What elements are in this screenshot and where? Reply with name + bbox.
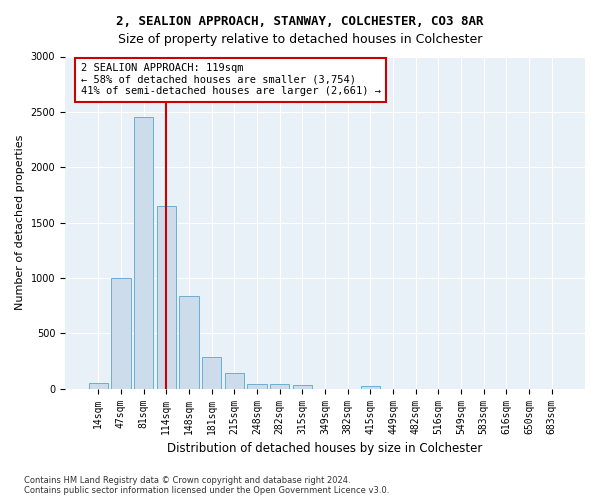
X-axis label: Distribution of detached houses by size in Colchester: Distribution of detached houses by size … [167, 442, 483, 455]
Bar [202, 356, 221, 388]
Y-axis label: Number of detached properties: Number of detached properties [15, 135, 25, 310]
Bar [224, 372, 244, 388]
Bar [134, 118, 153, 388]
Bar [89, 382, 108, 388]
Bar [179, 296, 199, 388]
Text: Contains HM Land Registry data © Crown copyright and database right 2024.
Contai: Contains HM Land Registry data © Crown c… [24, 476, 389, 495]
Bar [361, 386, 380, 388]
Bar [157, 206, 176, 388]
Text: 2, SEALION APPROACH, STANWAY, COLCHESTER, CO3 8AR: 2, SEALION APPROACH, STANWAY, COLCHESTER… [116, 15, 484, 28]
Bar [270, 384, 289, 388]
Text: Size of property relative to detached houses in Colchester: Size of property relative to detached ho… [118, 32, 482, 46]
Bar [293, 385, 312, 388]
Text: 2 SEALION APPROACH: 119sqm
← 58% of detached houses are smaller (3,754)
41% of s: 2 SEALION APPROACH: 119sqm ← 58% of deta… [80, 63, 380, 96]
Bar [247, 384, 266, 388]
Bar [112, 278, 131, 388]
